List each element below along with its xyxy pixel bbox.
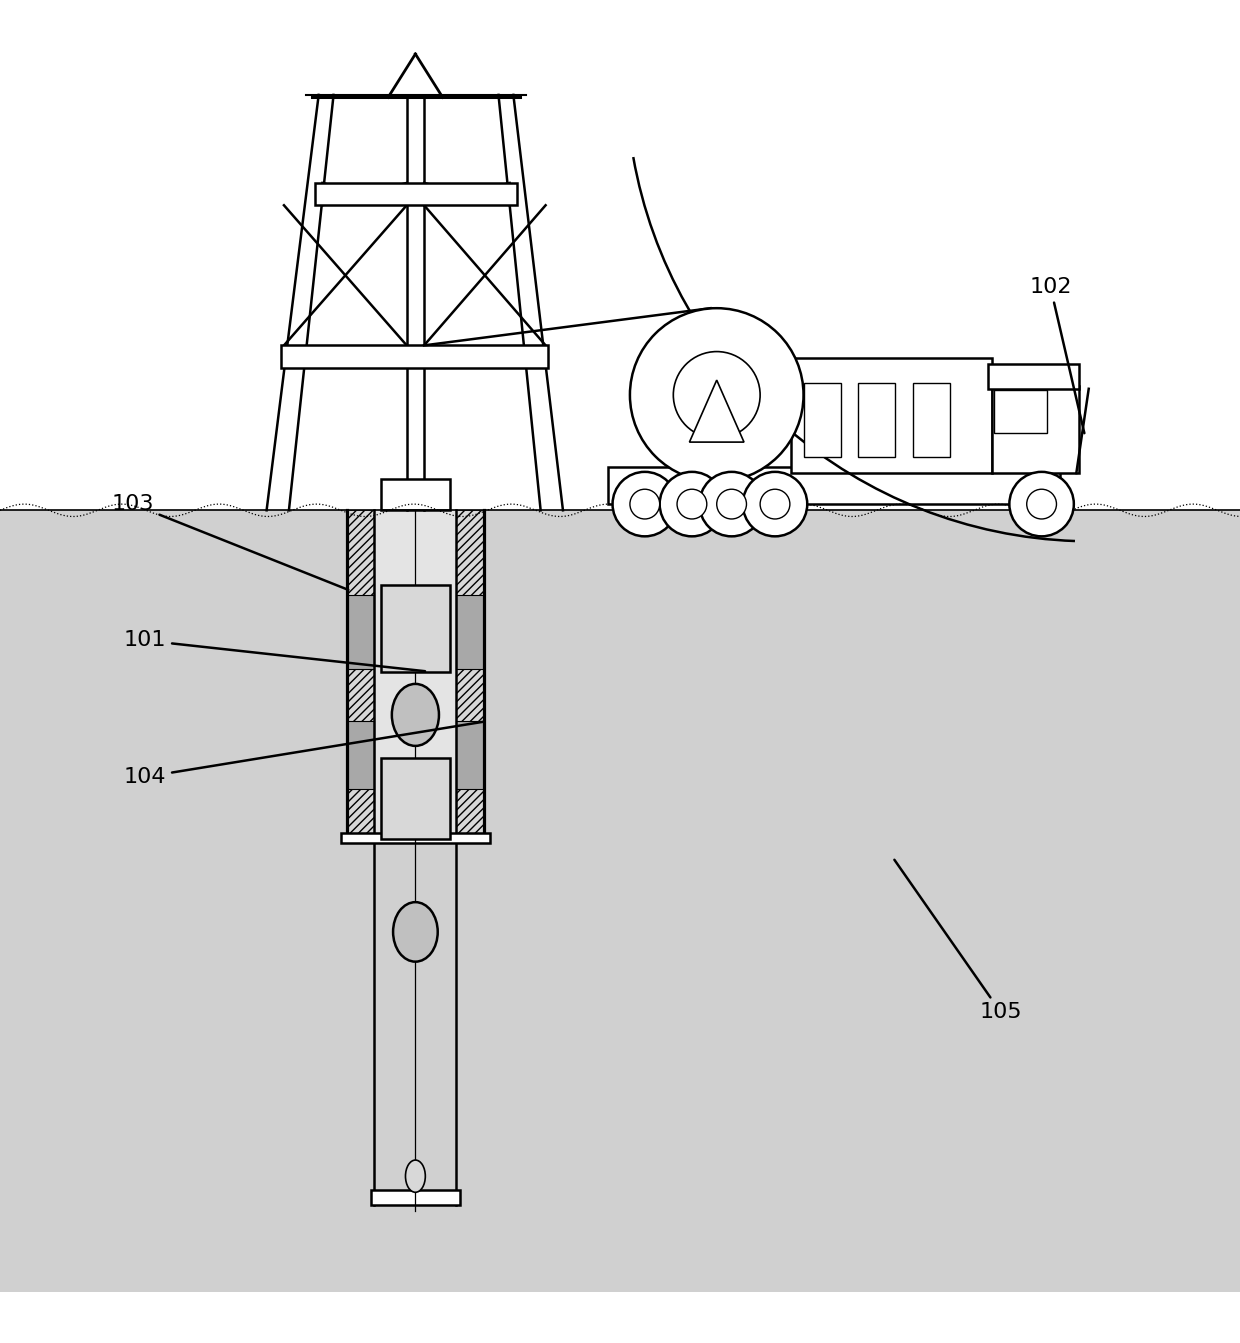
Bar [347,595,374,669]
Text: 103: 103 [112,494,348,590]
Circle shape [660,471,724,536]
Circle shape [630,308,804,482]
Bar [341,833,490,842]
Bar [992,387,1079,473]
Polygon shape [689,380,744,442]
Bar [315,183,517,205]
Circle shape [673,352,760,438]
Text: 105: 105 [894,860,1022,1022]
Bar [456,595,484,669]
Bar [858,383,895,457]
Bar [988,364,1079,388]
Bar [381,479,450,510]
Text: 101: 101 [124,630,425,672]
Polygon shape [374,833,456,1292]
Circle shape [1027,489,1056,518]
Circle shape [677,489,707,518]
Text: 104: 104 [124,721,485,787]
Circle shape [717,489,746,518]
Ellipse shape [392,684,439,745]
Bar [281,345,548,368]
Bar [347,721,374,790]
Polygon shape [0,510,1240,1292]
Bar [791,357,992,473]
Circle shape [699,471,764,536]
Bar [804,383,841,457]
Circle shape [1009,471,1074,536]
Bar [456,721,484,790]
Polygon shape [456,510,1240,1292]
Bar [381,759,450,839]
Circle shape [630,489,660,518]
Circle shape [743,471,807,536]
Circle shape [613,471,677,536]
Bar [381,584,450,672]
Polygon shape [0,510,374,1292]
Bar [371,1190,460,1205]
Polygon shape [347,510,374,833]
Ellipse shape [405,1160,425,1193]
Bar [994,389,1047,434]
Bar [913,383,950,457]
Bar [608,467,1060,504]
Text: 102: 102 [1029,277,1084,434]
Polygon shape [456,510,484,833]
Ellipse shape [393,902,438,962]
Circle shape [760,489,790,518]
